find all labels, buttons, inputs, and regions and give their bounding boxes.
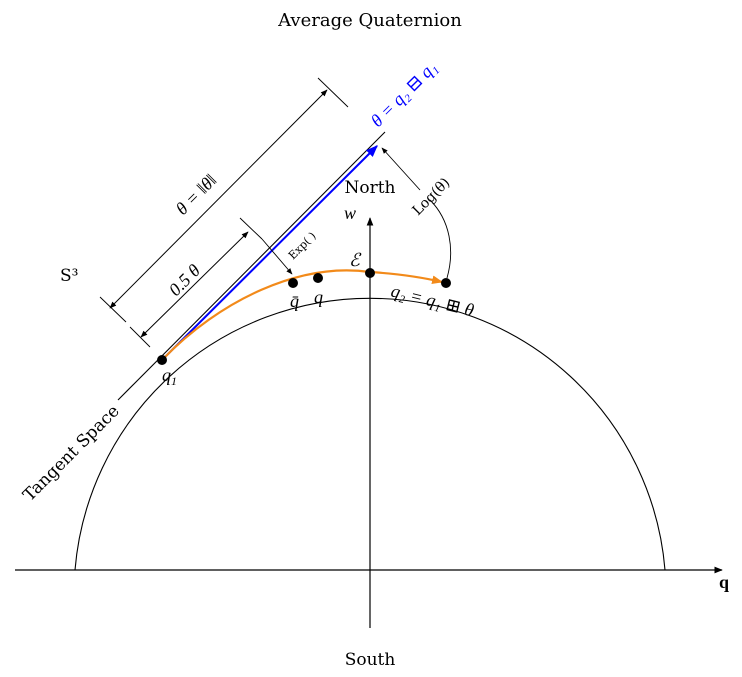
half-theta-label: 0.5 θ [165, 260, 205, 300]
dim-inner-tick-end [239, 217, 263, 240]
theta-norm-dimension [109, 89, 328, 309]
log-curve [429, 199, 452, 279]
q1-point [157, 355, 167, 365]
theta-vector [161, 145, 378, 361]
q-label: q [314, 287, 323, 307]
theta-norm-label: θ = ‖θ‖ [172, 170, 221, 219]
north-label: North [344, 178, 395, 198]
log-arrow [381, 147, 421, 191]
qbar-point [288, 278, 298, 288]
sphere-label: S³ [60, 266, 78, 286]
dim-inner-tick-start [129, 326, 151, 348]
sphere-arc [74, 297, 666, 571]
dim-outer-tick-start [99, 296, 127, 323]
exp-label: Exp( ) [286, 229, 319, 262]
q-point [313, 273, 323, 283]
log-label: Log(θ) [410, 175, 454, 219]
dim-outer-tick-end [317, 77, 349, 108]
q2-definition-label: q₂ = q₁ ⊞ θ [389, 280, 476, 320]
error-label: ℰ [349, 250, 362, 270]
diagram-title: Average Quaternion [277, 10, 462, 31]
q-axis-label: q [719, 572, 729, 592]
theta-definition-label: θ = q₂ ⊟ q₁ [367, 57, 441, 131]
qbar-label: q̄ [290, 291, 299, 311]
error-point [365, 268, 375, 278]
w-axis-label: w [344, 203, 356, 223]
tangent-space-label: Tangent Space [19, 401, 123, 505]
geodesic-arc [161, 269, 444, 361]
q1-label: q1 [162, 365, 177, 388]
exp-arrow [261, 238, 293, 275]
q2-point [441, 278, 451, 288]
south-label: South [345, 650, 396, 670]
half-theta-dimension [140, 231, 249, 338]
